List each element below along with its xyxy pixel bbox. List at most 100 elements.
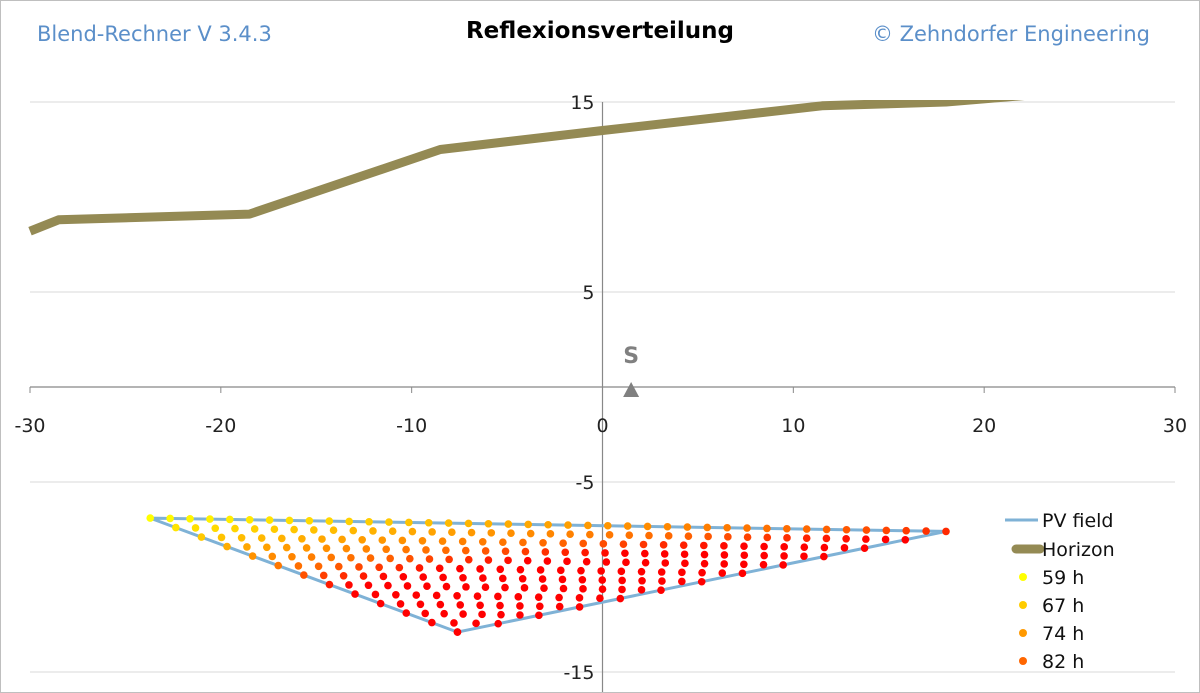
reflection-point xyxy=(597,567,605,575)
reflection-point xyxy=(901,535,910,544)
reflection-point xyxy=(497,610,505,619)
x-tick-label: -30 xyxy=(14,415,45,437)
reflection-point xyxy=(345,517,353,526)
reflection-point xyxy=(453,592,461,600)
reflection-point xyxy=(720,551,729,559)
reflection-point xyxy=(250,525,259,533)
reflection-point xyxy=(544,520,552,529)
reflection-point xyxy=(507,529,515,538)
reflection-point xyxy=(450,619,458,627)
reflection-point xyxy=(561,548,570,557)
reflection-point xyxy=(278,534,286,543)
reflection-point xyxy=(501,547,510,556)
reflection-point xyxy=(922,527,930,535)
reflection-point xyxy=(478,538,487,546)
reflection-point xyxy=(464,519,473,528)
reflection-point xyxy=(481,547,490,555)
reflection-point xyxy=(398,536,407,545)
reflection-point xyxy=(617,567,626,576)
reflection-point xyxy=(310,526,318,534)
reflection-point xyxy=(780,543,788,551)
reflection-point xyxy=(840,544,849,552)
reflection-point xyxy=(603,521,612,530)
reflection-point xyxy=(575,594,584,602)
reflection-point xyxy=(172,523,180,532)
reflection-point xyxy=(366,554,375,562)
reflection-point xyxy=(802,534,811,542)
reflection-point xyxy=(428,618,436,627)
reflection-point xyxy=(524,520,533,529)
reflection-point xyxy=(663,522,672,531)
reflection-point xyxy=(270,525,279,534)
reflection-point xyxy=(538,575,547,583)
reflection-point xyxy=(779,561,787,569)
reflection-point xyxy=(543,557,552,565)
x-tick-label: 20 xyxy=(972,415,996,437)
reflection-point xyxy=(820,543,829,552)
reflection-point xyxy=(329,526,338,535)
copyright: © Zehndorfer Engineering xyxy=(871,22,1150,46)
reflection-point xyxy=(664,532,673,540)
reflection-point xyxy=(445,555,453,564)
reflection-point xyxy=(484,556,493,564)
reflection-point xyxy=(355,563,363,571)
reflection-point xyxy=(453,628,462,636)
reflection-point xyxy=(534,593,543,601)
reflection-point xyxy=(641,549,649,558)
reflection-point xyxy=(436,600,445,609)
reflection-point xyxy=(697,577,706,586)
reflection-point xyxy=(586,530,594,539)
reflection-point xyxy=(424,518,433,527)
reflection-point xyxy=(334,562,343,571)
reflection-point xyxy=(822,534,831,543)
reflection-point xyxy=(392,590,400,599)
reflection-point xyxy=(217,533,226,542)
reflection-point xyxy=(461,546,470,555)
y-tick-label: -15 xyxy=(563,662,594,684)
reflection-point xyxy=(237,533,246,542)
reflection-point xyxy=(783,534,791,542)
reflection-point xyxy=(435,564,444,573)
reflection-point xyxy=(723,523,731,532)
reflection-point xyxy=(405,518,413,527)
reflection-point xyxy=(473,592,482,600)
reflection-point xyxy=(760,542,768,551)
reflection-point xyxy=(802,525,811,533)
south-marker-icon xyxy=(623,382,640,397)
legend-series-label: 67 h xyxy=(1042,595,1084,617)
reflection-point xyxy=(369,527,377,535)
legend-series-swatch xyxy=(1019,657,1027,665)
reflection-point xyxy=(704,532,712,541)
reflection-point xyxy=(498,574,507,583)
reflection-point xyxy=(226,515,234,524)
reflection-point xyxy=(860,544,869,552)
reflection-point xyxy=(763,533,772,542)
reflection-point xyxy=(384,581,392,590)
reflection-point xyxy=(720,560,729,568)
reflection-point xyxy=(462,583,470,591)
reflection-point xyxy=(521,547,530,556)
reflection-point xyxy=(408,527,417,536)
reflection-point xyxy=(680,550,689,559)
reflection-point xyxy=(881,535,890,544)
reflection-point xyxy=(265,516,274,524)
reflection-point xyxy=(641,558,650,567)
reflection-point xyxy=(499,538,507,546)
horizon-line xyxy=(28,100,1025,236)
reflection-point xyxy=(459,610,467,618)
reflection-point xyxy=(476,601,484,610)
reflection-point xyxy=(577,566,585,575)
reflection-point xyxy=(378,536,387,544)
reflection-point xyxy=(621,549,629,558)
reflection-point xyxy=(415,564,424,572)
reflection-point xyxy=(412,591,421,599)
reflection-point xyxy=(882,526,891,535)
reflection-point xyxy=(559,539,567,547)
reflection-point xyxy=(637,567,646,576)
reflection-point xyxy=(683,523,692,531)
reflection-point xyxy=(478,610,486,619)
reflection-point xyxy=(338,535,346,544)
reflection-point xyxy=(231,524,239,533)
reflection-point xyxy=(862,526,871,534)
